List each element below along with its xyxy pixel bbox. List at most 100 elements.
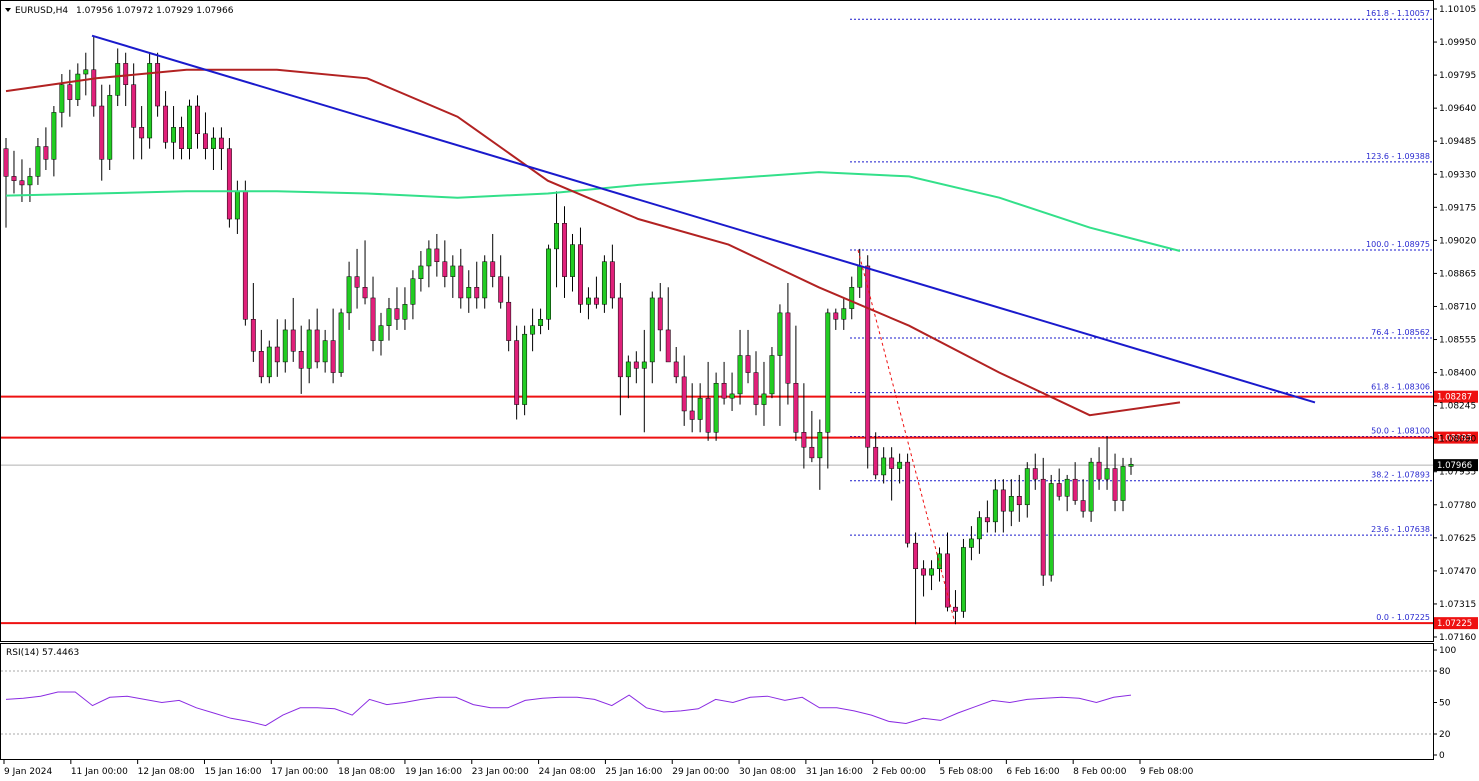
candle-body — [825, 312, 831, 433]
price-tick-label: 1.07625 — [1439, 534, 1476, 544]
price-tag-box — [1434, 390, 1478, 403]
ma-fast-line — [5, 68, 1181, 417]
candle-body — [266, 346, 272, 378]
candle-body — [43, 146, 49, 160]
time-tick-label: 30 Jan 08:00 — [739, 767, 796, 777]
fib-level-label: 0.0 - 1.07225 — [1376, 613, 1430, 622]
time-tick-label: 31 Jan 16:00 — [806, 767, 863, 777]
candle-body — [250, 319, 256, 352]
price-tick-label: 1.09020 — [1439, 236, 1476, 246]
rsi-tick-label: 80 — [1439, 667, 1451, 677]
rsi-layer: 100 80 50 20 0 — [1, 646, 1456, 761]
candle-body — [442, 261, 448, 277]
time-tick-label: 18 Jan 08:00 — [338, 767, 395, 777]
candle-body — [490, 261, 496, 277]
rsi-tick-label: 0 — [1439, 751, 1445, 761]
candle-body — [35, 146, 41, 177]
candle-body — [1032, 468, 1038, 480]
current-price-tag-label: 1.07966 — [1437, 461, 1472, 471]
candle-body — [19, 180, 25, 186]
candle-body — [346, 276, 352, 314]
candle-body — [1112, 468, 1118, 501]
indicator-lines-layer — [5, 34, 1316, 624]
candle-body — [59, 84, 65, 113]
candle-body — [1040, 478, 1046, 576]
fib-level-label: 100.0 - 1.08975 — [1366, 240, 1430, 249]
fib-anchor-line — [857, 249, 956, 624]
candle-body — [849, 287, 855, 309]
price-tag-label: 1.08095 — [1437, 434, 1472, 444]
candle-body — [1080, 500, 1086, 512]
candle-body — [179, 127, 184, 149]
price-tick-label: 1.08865 — [1439, 269, 1476, 279]
time-tick-label: 12 Jan 08:00 — [138, 767, 195, 777]
candle-body — [354, 276, 360, 288]
price-tick-label: 1.07780 — [1439, 501, 1476, 511]
candle-body — [833, 312, 839, 320]
fib-level-label: 61.8 - 1.08306 — [1371, 383, 1430, 392]
time-tick-label: 23 Jan 00:00 — [472, 767, 529, 777]
fib-level-label: 50.0 - 1.08100 — [1371, 427, 1430, 436]
candle-body — [681, 376, 687, 412]
candle-body — [570, 244, 575, 277]
candle-body — [913, 542, 919, 570]
candle-body — [961, 547, 966, 612]
candle-body — [163, 105, 169, 143]
price-tag-label: 1.08287 — [1437, 393, 1472, 403]
candle-body — [1088, 461, 1094, 512]
candle-body — [1120, 466, 1126, 501]
price-tick-label: 1.07160 — [1439, 633, 1476, 643]
candle-body — [721, 382, 727, 399]
candle-body — [937, 553, 942, 570]
time-tick-label: 24 Jan 08:00 — [539, 767, 596, 777]
candle-body — [857, 265, 863, 288]
ma-slow-line — [5, 171, 1181, 252]
candles-layer — [3, 35, 1134, 625]
price-tag-box — [1434, 617, 1478, 630]
candle-body — [945, 553, 950, 608]
candle-body — [75, 73, 81, 100]
candle-body — [1128, 464, 1134, 467]
rsi-label: RSI(14) 57.4463 — [6, 648, 79, 658]
candle-body — [306, 329, 312, 369]
candle-body — [737, 355, 743, 395]
candle-body — [1000, 489, 1006, 512]
candle-body — [330, 340, 336, 373]
time-tick-label: 5 Feb 08:00 — [940, 767, 994, 777]
candle-body — [865, 265, 871, 448]
candle-body — [226, 148, 232, 220]
candle-body — [171, 127, 176, 143]
candle-body — [705, 397, 711, 433]
candle-body — [617, 297, 623, 378]
candle-body — [131, 84, 137, 128]
candle-body — [83, 69, 89, 75]
candle-body — [809, 446, 815, 459]
time-tick-label: 9 Jan 2024 — [4, 767, 52, 777]
rsi-panel-frame — [0, 643, 1434, 760]
candle-body — [769, 355, 775, 395]
candle-body — [881, 457, 887, 476]
candle-body — [147, 63, 153, 139]
candle-body — [338, 312, 344, 373]
time-axis: 9 Jan 2024 11 Jan 00:00 12 Jan 08:00 15 Jan… — [3, 760, 1194, 777]
fib-level-label: 23.6 - 1.07638 — [1371, 525, 1430, 534]
candle-body — [1008, 496, 1014, 512]
fib-level-label: 123.6 - 1.09388 — [1366, 152, 1430, 161]
candle-body — [753, 372, 759, 405]
candle-body — [466, 287, 472, 299]
price-tick-label: 1.10105 — [1439, 5, 1476, 15]
candle-body — [873, 446, 879, 476]
rsi-tick-label: 50 — [1439, 699, 1451, 709]
triangle-down-icon[interactable] — [5, 8, 11, 12]
candle-body — [992, 489, 998, 523]
price-tick-label: 1.08245 — [1439, 402, 1476, 412]
candle-body — [474, 287, 480, 299]
candle-body — [67, 84, 73, 100]
candle-body — [546, 248, 551, 320]
candle-body — [362, 287, 368, 299]
time-tick-label: 9 Feb 08:00 — [1140, 767, 1194, 777]
time-tick-label: 17 Jan 00:00 — [271, 767, 328, 777]
price-tick-label: 1.09795 — [1439, 71, 1476, 81]
price-tick-label: 1.09950 — [1439, 38, 1476, 48]
levels-layer: 161.8 - 1.10057 123.6 - 1.09388 100.0 - 1.… — [1, 9, 1478, 630]
